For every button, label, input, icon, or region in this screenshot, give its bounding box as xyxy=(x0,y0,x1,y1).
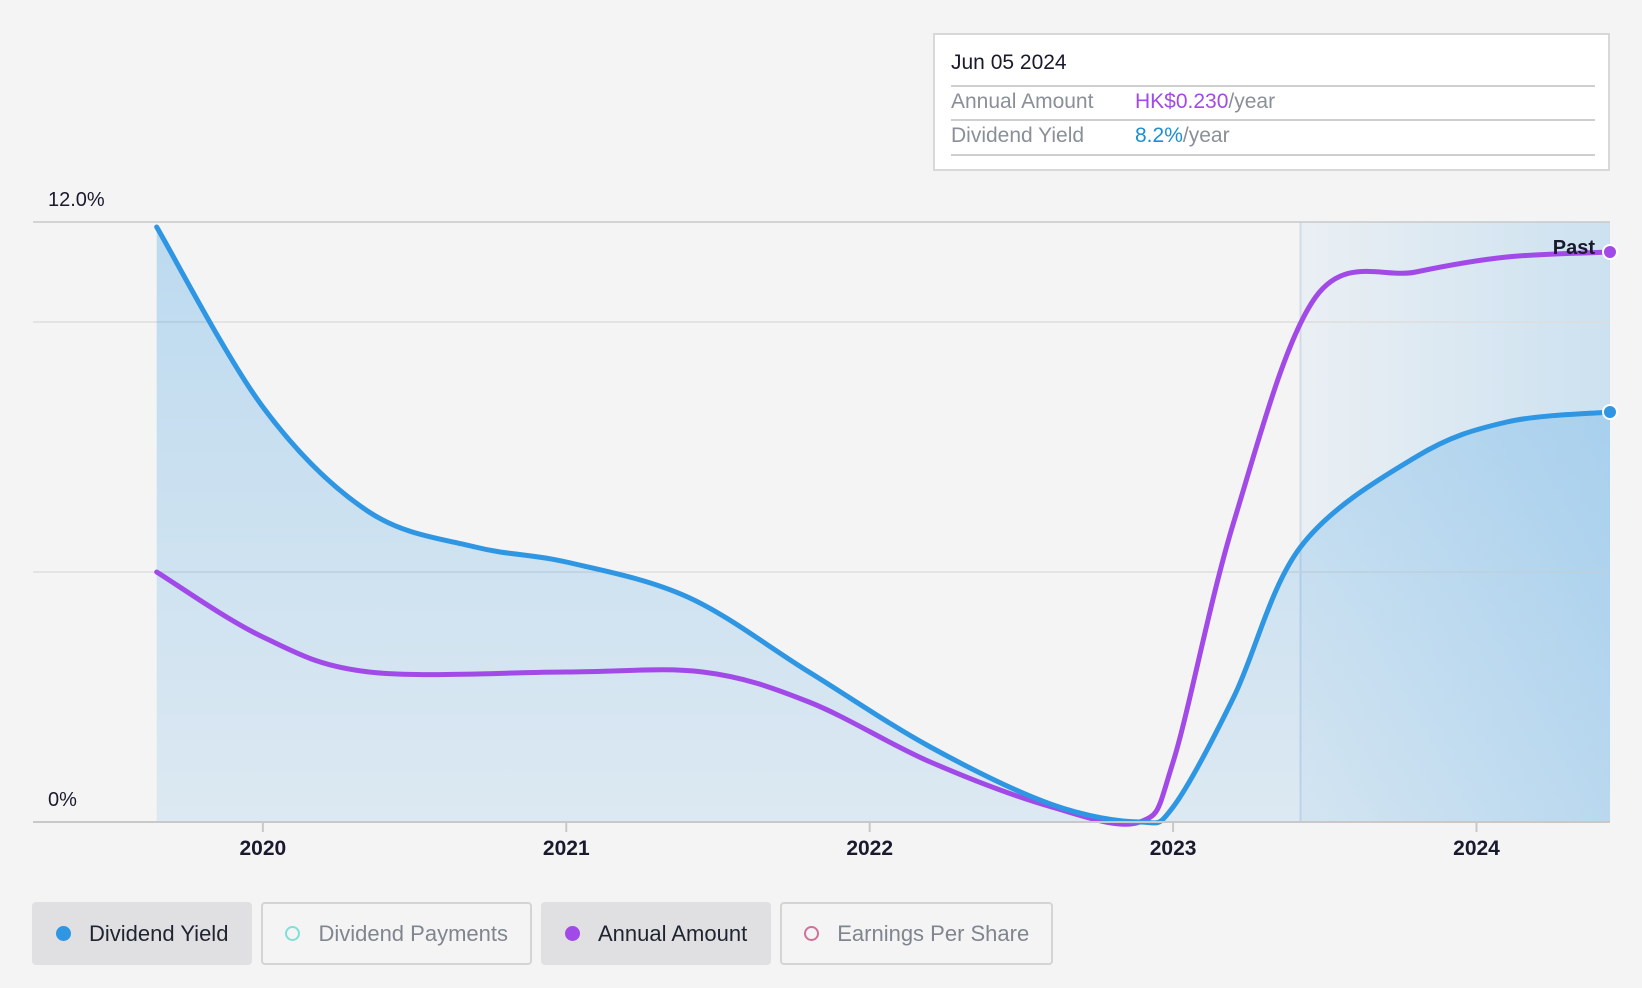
x-tick-label: 2021 xyxy=(543,837,590,860)
legend: Dividend Yield Dividend Payments Annual … xyxy=(32,902,1054,965)
tooltip-annual-label: Annual Amount xyxy=(951,90,1094,113)
dividend-yield-dot-icon xyxy=(56,926,71,941)
x-tick-label: 2022 xyxy=(846,837,893,860)
legend-label: Annual Amount xyxy=(597,920,748,946)
tooltip-annual-value: HK$0.230 xyxy=(1135,90,1229,113)
y-bottom-label: 0% xyxy=(48,789,77,811)
tooltip-yield-unit: /year xyxy=(1182,124,1230,147)
x-tick-label: 2023 xyxy=(1150,837,1197,860)
tooltip-yield-label: Dividend Yield xyxy=(951,124,1085,147)
series-lines xyxy=(154,224,1618,827)
dividend-chart: 2020 2021 2022 2023 2024 12.0% 0% Past xyxy=(33,189,1618,860)
legend-label: Dividend Payments xyxy=(318,920,508,946)
x-tick-label: 2020 xyxy=(240,837,287,860)
legend-label: Earnings Per Share xyxy=(837,920,1030,946)
tooltip-row-annual: Annual Amount HK$0.230/year xyxy=(951,85,1595,120)
tooltip-row-yield: Dividend Yield 8.2%/year xyxy=(951,119,1595,156)
dividend-yield-end-point xyxy=(1602,404,1618,420)
tooltip-annual-unit: /year xyxy=(1228,90,1276,113)
tooltip: Jun 05 2024 Annual Amount HK$0.230/year … xyxy=(933,33,1610,171)
x-tick-label: 2024 xyxy=(1453,837,1500,860)
annual-amount-dot-icon xyxy=(564,926,580,941)
tooltip-yield-value: 8.2% xyxy=(1135,124,1183,147)
legend-dividend-payments-button[interactable]: Dividend Payments xyxy=(261,902,532,965)
tooltip-date: Jun 05 2024 xyxy=(951,51,1067,74)
earnings-per-share-ring-icon xyxy=(804,926,820,941)
y-top-label: 12.0% xyxy=(48,189,105,211)
past-label: Past xyxy=(1553,237,1596,259)
dividend-yield-line xyxy=(154,224,1613,826)
dividend-payments-ring-icon xyxy=(285,926,301,941)
annual-amount-end-point xyxy=(1602,244,1618,260)
legend-label: Dividend Yield xyxy=(89,920,229,946)
x-axis: 2020 2021 2022 2023 2024 xyxy=(33,821,1610,860)
legend-annual-amount-button[interactable]: Annual Amount xyxy=(540,902,772,965)
legend-earnings-per-share-button[interactable]: Earnings Per Share xyxy=(780,902,1054,965)
legend-dividend-yield-button[interactable]: Dividend Yield xyxy=(32,902,253,965)
